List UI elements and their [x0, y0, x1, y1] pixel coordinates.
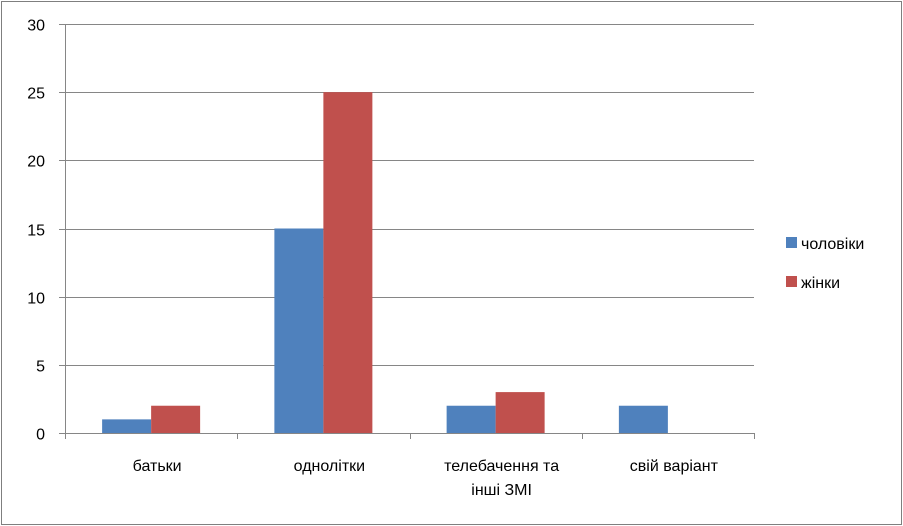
bars: [102, 92, 668, 434]
x-tick-label: однолітки: [294, 458, 365, 475]
axes: [59, 24, 755, 439]
y-tick-label: 10: [27, 291, 45, 308]
y-tick-label: 25: [27, 86, 45, 103]
bar-series-1: [274, 228, 324, 433]
legend-label: чоловіки: [801, 236, 864, 253]
y-tick-label: 5: [36, 359, 45, 376]
x-tick-label: батьки: [133, 458, 182, 475]
y-tick-label: 20: [27, 154, 45, 171]
x-tick-label: телебачення та: [444, 458, 559, 475]
x-tick-label: інші ЗМІ: [471, 482, 532, 499]
y-tick-label: 0: [36, 427, 45, 444]
bar-series-1: [618, 405, 668, 433]
x-tick-labels: батьки однолітки телебачення та інші ЗМІ сві…: [133, 458, 719, 499]
legend-label: жінки: [801, 275, 840, 292]
legend-swatch: [786, 237, 797, 248]
x-tick-label: свій варіант: [630, 458, 719, 475]
bar-series-1: [102, 419, 152, 433]
bar-series-2: [495, 392, 545, 433]
gridlines: [65, 24, 754, 366]
bar-series-2: [323, 92, 373, 434]
y-tick-label: 30: [27, 18, 45, 35]
legend-swatch: [786, 276, 797, 287]
y-tick-labels: 0 5 10 15 20 25 30: [27, 18, 45, 444]
bar-series-1: [446, 405, 496, 433]
y-tick-label: 15: [27, 223, 45, 240]
legend: чоловіки жінки: [786, 236, 864, 292]
bar-series-2: [151, 405, 201, 433]
